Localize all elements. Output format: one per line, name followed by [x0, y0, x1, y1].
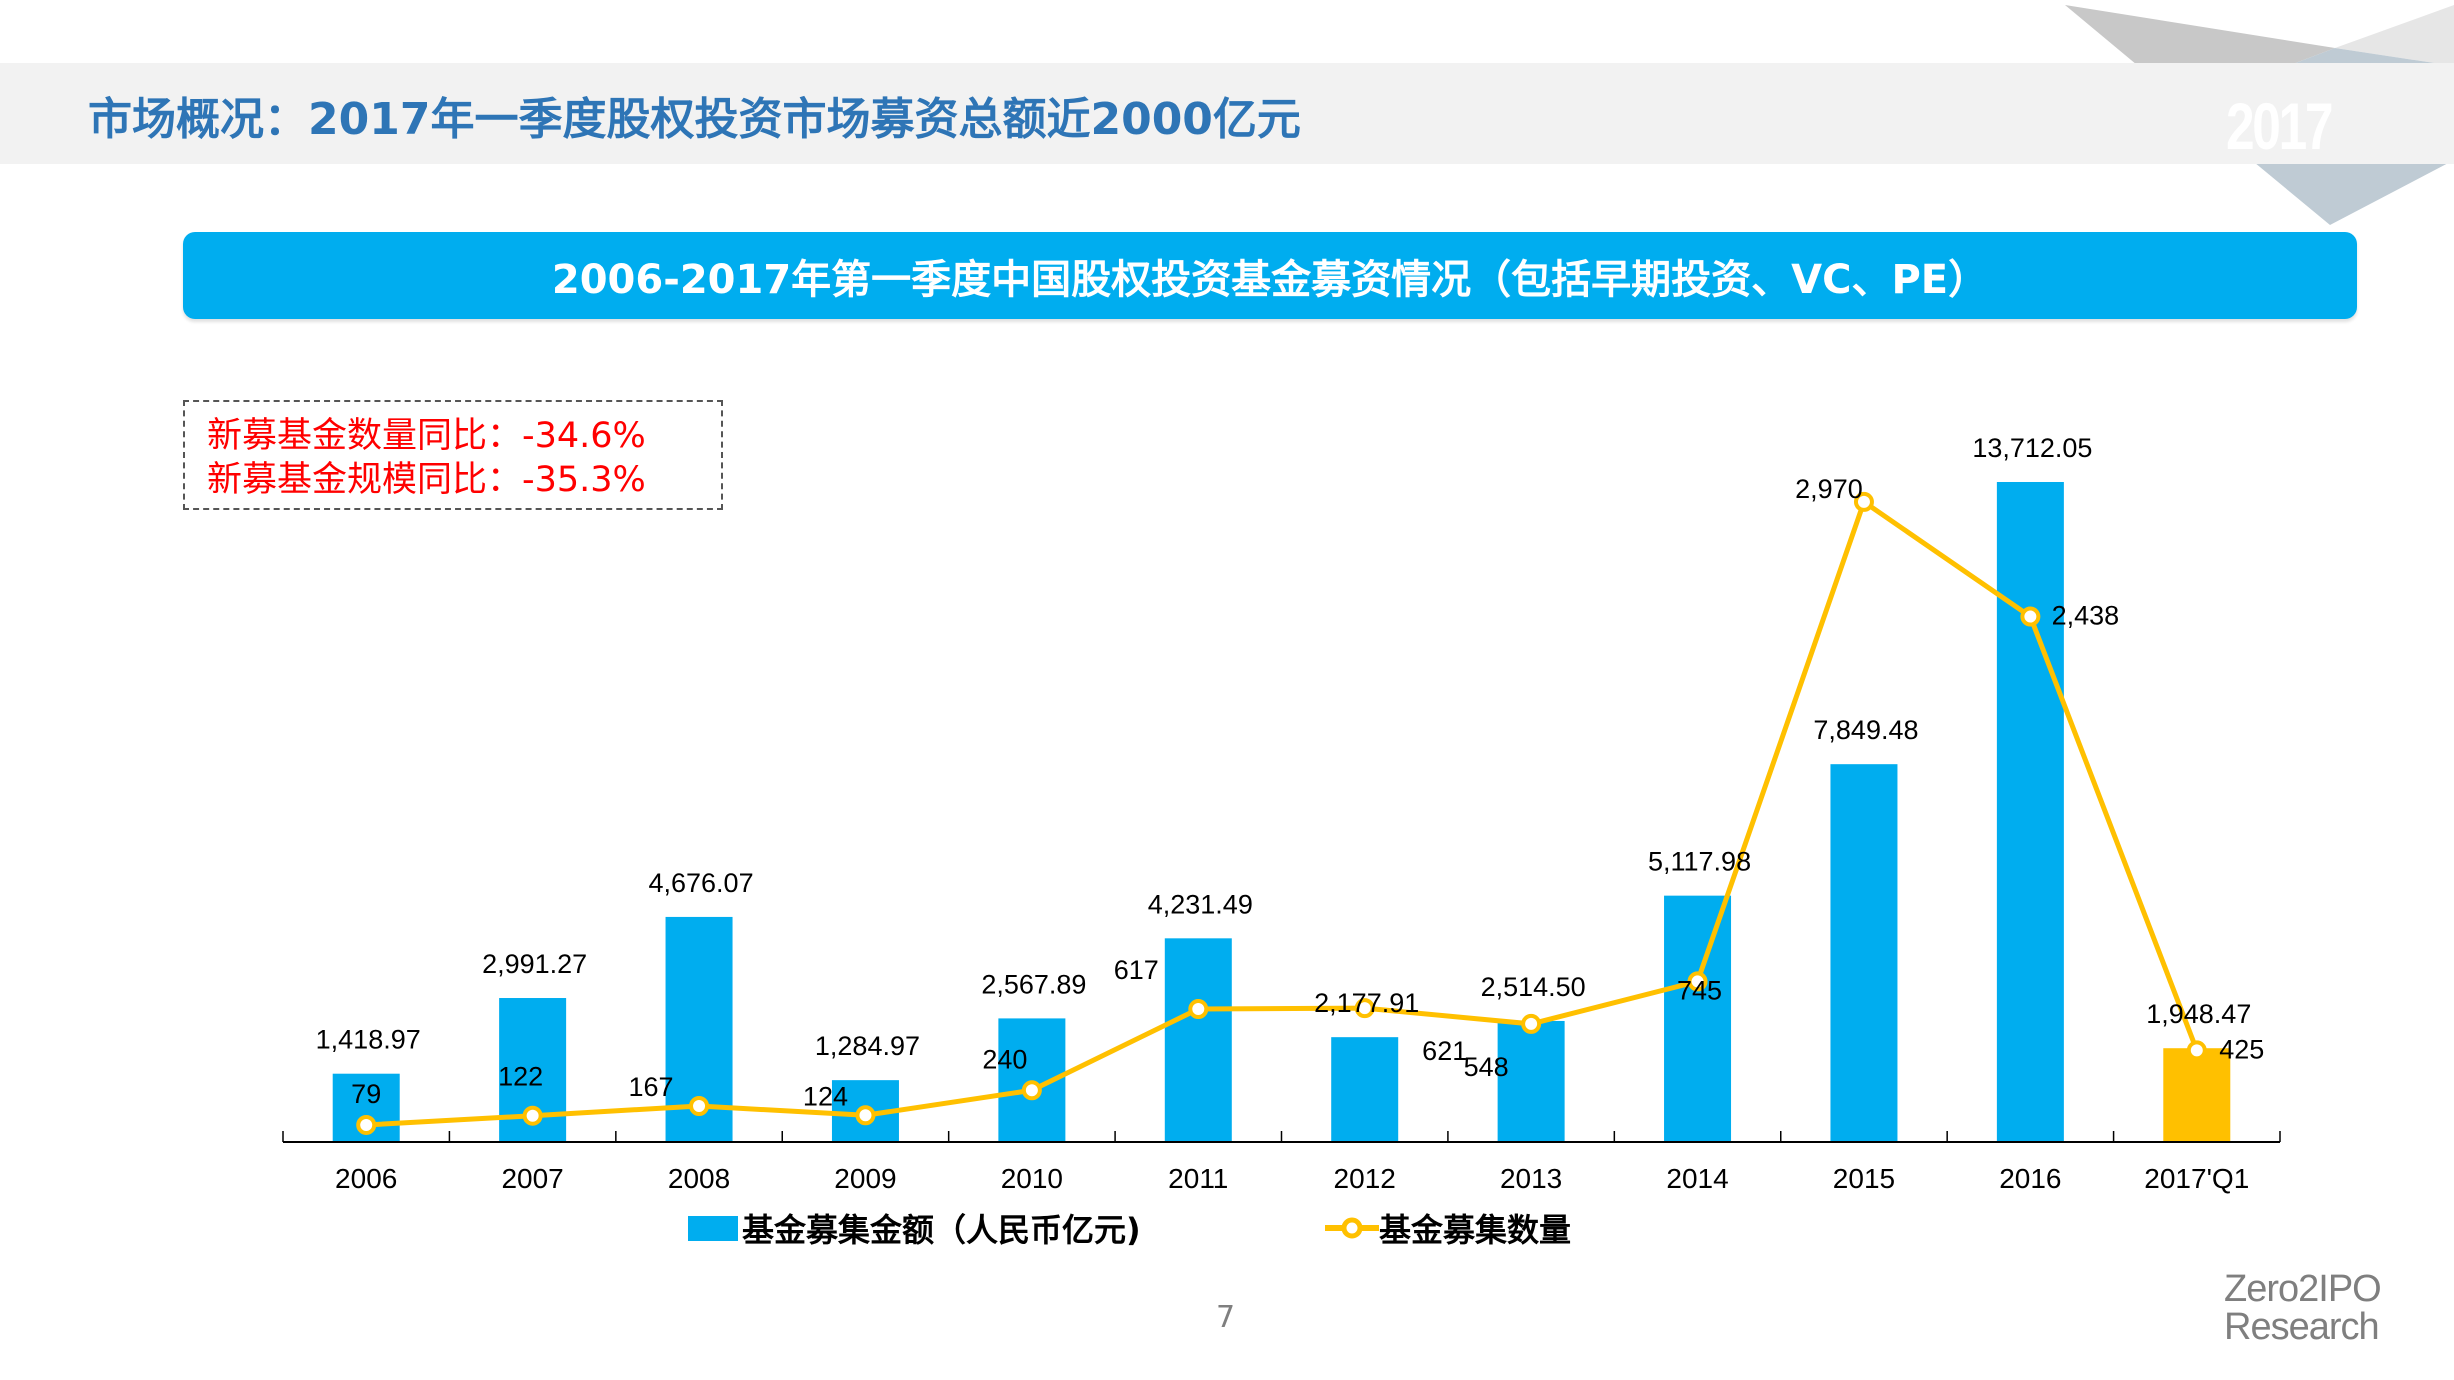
bar-value-label: 1,948.47: [2146, 999, 2251, 1029]
header-band: [0, 63, 2454, 164]
line-value-label: 617: [1114, 955, 1159, 985]
bar-value-label: 7,849.48: [1813, 715, 1918, 745]
count-point-2006: [356, 1114, 377, 1135]
fund-size-yoy: 新募基金规模同比：-35.3%: [207, 460, 646, 500]
page-title: 市场概况：2017年一季度股权投资市场募资总额近2000亿元: [88, 94, 1301, 145]
x-tick-label: 2013: [1500, 1163, 1562, 1194]
decoration-light-triangle: [2335, 5, 2454, 66]
count-point-2011: [1188, 999, 1209, 1020]
line-value-label: 745: [1677, 975, 1722, 1005]
yoy-stats-box: 新募基金数量同比：-34.6% 新募基金规模同比：-35.3%: [183, 400, 723, 510]
line-value-label: 621: [1422, 1036, 1467, 1066]
bar-value-label: 4,676.07: [648, 868, 753, 898]
bar-value-label: 5,117.98: [1648, 847, 1751, 877]
decoration-gray-triangle: [2065, 5, 2335, 105]
chart-title-banner: 2006-2017年第一季度中国股权投资基金募资情况（包括早期投资、VC、PE）: [183, 232, 2357, 319]
x-tick-label: 2017'Q1: [2144, 1163, 2249, 1194]
page-number: 7: [1216, 1300, 1236, 1335]
bar-2014: [1664, 895, 1732, 1142]
bar-value-label: 1,418.97: [316, 1025, 421, 1055]
line-value-label: 79: [351, 1079, 381, 1109]
legend-count-label: 基金募集数量: [1379, 1211, 1572, 1249]
count-point-2009: [855, 1105, 876, 1126]
line-value-label: 2,970: [1795, 474, 1863, 504]
bar-value-label: 4,231.49: [1148, 889, 1253, 919]
count-point-2012: [1354, 998, 1375, 1019]
x-tick-label: 2008: [668, 1163, 730, 1194]
count-point-2008: [689, 1096, 710, 1117]
x-tick-label: 2009: [834, 1163, 896, 1194]
bar-2016: [1996, 481, 2064, 1143]
count-point-2016: [2020, 606, 2041, 627]
x-tick-label: 2012: [1334, 1163, 1396, 1194]
x-tick-label: 2010: [1001, 1163, 1063, 1194]
bar-2015: [1830, 764, 1898, 1142]
count-point-2013: [1521, 1013, 1542, 1034]
brand-subtitle: Research: [2224, 1306, 2380, 1348]
fund-count-yoy: 新募基金数量同比：-34.6%: [207, 416, 646, 456]
x-tick-label: 2011: [1168, 1163, 1228, 1194]
bar-2012: [1331, 1037, 1399, 1142]
count-point-2015: [1853, 491, 1874, 512]
bar-value-label: 13,712.05: [1972, 433, 2092, 463]
x-tick-label: 2015: [1833, 1163, 1895, 1194]
count-line: [366, 499, 2200, 1128]
legend-item-amount: 基金募集金额（人民币亿元): [688, 1208, 1141, 1249]
chart-title: 2006-2017年第一季度中国股权投资基金募资情况（包括早期投资、VC、PE）: [551, 256, 1989, 303]
fundraising-chart: 2006 2007 2008 2009 2010 2011 2012 2013 2014 2015…: [282, 433, 2281, 1194]
line-value-label: 122: [498, 1062, 543, 1092]
count-point-2014: [1687, 971, 1708, 992]
x-tick-label: 2006: [335, 1163, 397, 1194]
legend-line-marker-icon: [1325, 1217, 1379, 1239]
bar-2013: [1497, 1020, 1565, 1142]
line-value-label: 167: [629, 1072, 674, 1102]
line-value-label: 124: [803, 1081, 848, 1111]
bar-value-label: 2,567.89: [981, 969, 1086, 999]
bar-2017'Q1: [2163, 1048, 2231, 1142]
bar-value-label: 2,991.27: [482, 949, 587, 979]
line-value-label: 2,438: [2052, 601, 2120, 631]
x-tick-label: 2007: [501, 1163, 563, 1194]
bar-value-label: 2,514.50: [1481, 972, 1586, 1002]
year-badge: 2017: [2226, 89, 2334, 163]
brand-logo: Zero2IPO Research: [2224, 1268, 2382, 1348]
line-value-label: 425: [2219, 1034, 2264, 1064]
legend-amount-label: 基金募集金额（人民币亿元): [742, 1211, 1141, 1249]
bar-value-label: 1,284.97: [815, 1031, 920, 1061]
line-value-label: 548: [1464, 1052, 1509, 1082]
brand-name: Zero2IPO: [2224, 1268, 2382, 1310]
count-point-2007: [522, 1105, 543, 1126]
x-tick-label: 2016: [1999, 1163, 2061, 1194]
line-value-label: 240: [982, 1044, 1027, 1074]
bar-value-label: 2,177.91: [1314, 988, 1419, 1018]
data-labels: 1,418.97 2,991.27 4,676.07 1,284.97 2,567.89…: [316, 433, 2265, 1111]
x-axis: 2006 2007 2008 2009 2010 2011 2012 2013 2014 2015…: [282, 1131, 2281, 1194]
legend-bar-swatch: [688, 1215, 738, 1241]
x-tick-label: 2014: [1666, 1163, 1728, 1194]
bar-2011: [1164, 938, 1232, 1142]
count-point-2017'Q1: [2186, 1040, 2207, 1061]
line-series: [356, 491, 2207, 1135]
legend-item-count: 基金募集数量: [1325, 1208, 1572, 1249]
count-point-2010: [1021, 1080, 1042, 1101]
bar-series: [332, 481, 2231, 1143]
